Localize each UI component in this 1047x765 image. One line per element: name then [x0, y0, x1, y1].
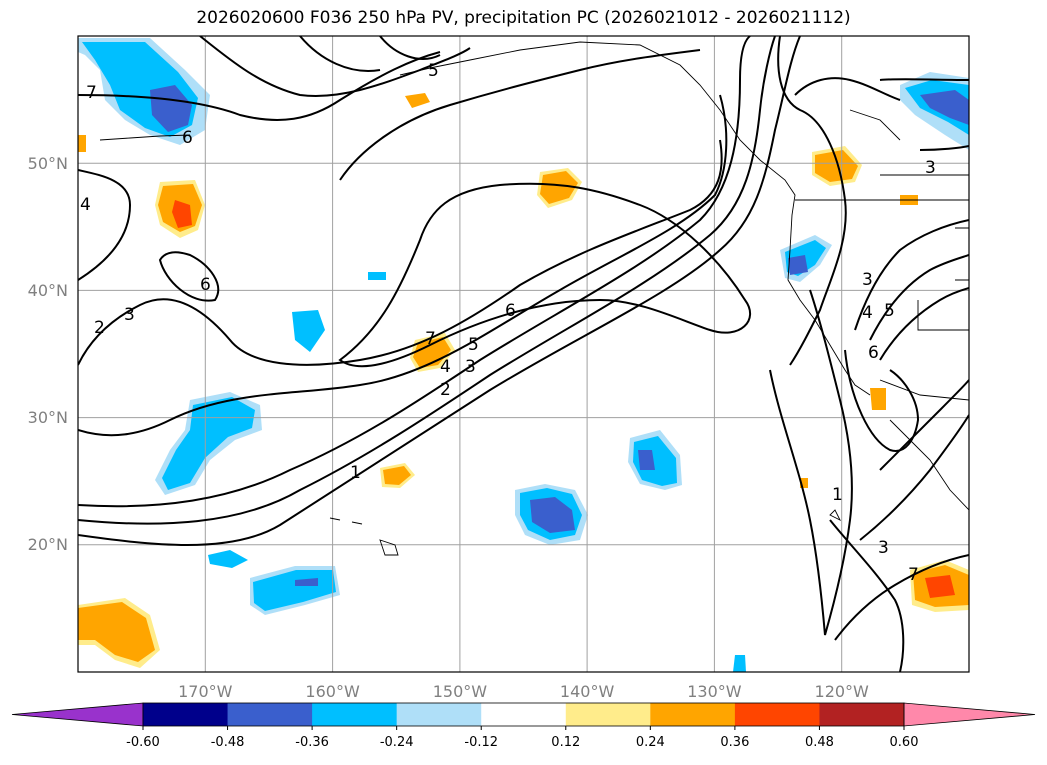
lon-label-140w: 140°W [560, 682, 615, 701]
contour-label-3b: 3 [124, 305, 135, 325]
lon-labels: 170°W 160°W 150°W 140°W 130°W 120°W [178, 682, 869, 701]
colorbar-segment [143, 703, 229, 726]
lon-label-170w: 170°W [178, 682, 233, 701]
map-title: 2026020600 F036 250 hPa PV, precipitatio… [196, 8, 851, 28]
gridlines [78, 36, 969, 672]
colorbar-segment [481, 703, 567, 726]
colorbar-segment [734, 703, 820, 726]
contour-label-4b: 4 [80, 195, 91, 215]
colorbar-tick-label: -0.60 [126, 735, 160, 750]
contour-label-7: 7 [425, 329, 436, 349]
contour-label-6d: 6 [868, 343, 879, 363]
contour-label-5b: 5 [428, 61, 439, 81]
colorbar-tick-label: -0.48 [211, 735, 245, 750]
contour-label-3: 3 [465, 357, 476, 377]
colorbar-extend-max [903, 702, 1036, 727]
colorbar-segment [227, 703, 313, 726]
contour-label-2: 2 [440, 380, 451, 400]
contour-label-5: 5 [468, 335, 479, 355]
colorbar-tick-label: 0.48 [805, 735, 834, 750]
colorbar-segment [312, 703, 398, 726]
colorbar-segment [396, 703, 482, 726]
lon-label-130w: 130°W [687, 682, 742, 701]
lat-label-20n: 20°N [28, 535, 68, 554]
colorbar-tick-label: 0.24 [636, 735, 665, 750]
colorbar-tick-label: 0.36 [720, 735, 749, 750]
colorbar-tick-label: -0.12 [464, 735, 498, 750]
colorbar-extend-min [11, 702, 144, 727]
colorbar-tick-label: -0.24 [380, 735, 414, 750]
contour-label-4c: 4 [862, 303, 873, 323]
contour-label-3e: 3 [925, 158, 936, 178]
colorbar-tick-label: -0.36 [295, 735, 329, 750]
contour-label-4: 4 [440, 357, 451, 377]
contour-label-6: 6 [505, 301, 516, 321]
contour-label-3d: 3 [862, 270, 873, 290]
contour-labels: 1 2 3 4 5 6 7 2 3 6 6 7 4 5 1 3 7 3 4 5 … [80, 61, 936, 585]
lon-label-150w: 150°W [433, 682, 488, 701]
map-frame [77, 35, 970, 673]
contour-label-6b: 6 [200, 275, 211, 295]
pv-contours [78, 36, 969, 672]
colorbar-tick-label: 0.60 [890, 735, 919, 750]
colorbar-segment [650, 703, 736, 726]
contour-label-7b: 7 [86, 83, 97, 103]
lat-labels: 20°N 30°N 40°N 50°N [28, 154, 68, 554]
contour-label-2b: 2 [94, 318, 105, 338]
contour-label-6c: 6 [182, 128, 193, 148]
lat-label-30n: 30°N [28, 408, 68, 427]
lon-label-120w: 120°W [815, 682, 870, 701]
contour-label-1b: 1 [832, 485, 843, 505]
contour-label-5c: 5 [884, 301, 895, 321]
colorbar-segment [565, 703, 651, 726]
contour-label-1: 1 [350, 463, 361, 483]
lat-label-40n: 40°N [28, 281, 68, 300]
colorbar-segment [819, 703, 905, 726]
contour-label-3c: 3 [878, 538, 889, 558]
colorbar-border [142, 702, 905, 727]
colorbar-tick-label: 0.12 [551, 735, 580, 750]
lat-label-50n: 50°N [28, 154, 68, 173]
lon-label-160w: 160°W [305, 682, 360, 701]
colorbar: -0.60 -0.48 -0.36 -0.24 -0.12 0.12 0.24 0.36 0.4… [11, 702, 1036, 750]
contour-label-7c: 7 [908, 565, 919, 585]
